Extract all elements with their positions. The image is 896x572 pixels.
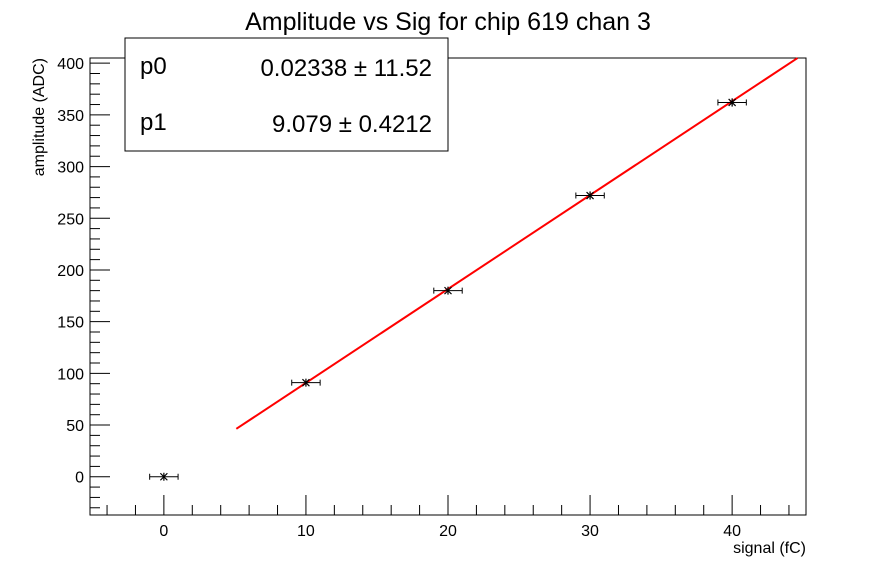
fit-layer xyxy=(235,57,799,430)
y-tick-label: 150 xyxy=(57,315,84,332)
y-tick-label: 350 xyxy=(57,108,84,125)
chart-title: Amplitude vs Sig for chip 619 chan 3 xyxy=(245,8,651,36)
data-points xyxy=(149,98,747,481)
y-tick-label: 300 xyxy=(57,160,84,177)
fit-line xyxy=(235,57,799,430)
y-axis: 0 50 100 150 200 250 300 350 400 xyxy=(57,56,110,509)
stats-box-frame xyxy=(124,37,449,152)
stats-p1-value: 9.079 ± 0.4212 xyxy=(272,111,432,138)
x-tick-label: 20 xyxy=(439,523,457,540)
y-tick-label: 250 xyxy=(57,211,84,228)
stats-p0-name: p0 xyxy=(140,53,167,80)
x-tick-label: 0 xyxy=(159,523,168,540)
fit-stats-box: p0 0.02338 ± 11.52 p1 9.079 ± 0.4212 xyxy=(124,37,449,152)
x-tick-label: 30 xyxy=(581,523,599,540)
y-tick-label: 200 xyxy=(57,263,84,280)
y-tick-label: 0 xyxy=(75,470,84,487)
stats-p0-value: 0.02338 ± 11.52 xyxy=(260,55,432,82)
data-point xyxy=(433,286,463,295)
y-tick-label: 100 xyxy=(57,366,84,383)
data-point xyxy=(575,191,605,200)
y-tick-label: 50 xyxy=(66,418,84,435)
data-point xyxy=(291,378,321,387)
x-tick-label: 40 xyxy=(723,523,741,540)
y-tick-label: 400 xyxy=(57,56,84,73)
y-axis-label: amplitude (ADC) xyxy=(31,58,48,176)
x-tick-label: 10 xyxy=(297,523,315,540)
x-axis-label: signal (fC) xyxy=(733,540,806,557)
x-axis: 0 10 20 30 40 xyxy=(106,495,790,540)
data-point xyxy=(717,98,747,107)
data-point xyxy=(149,472,179,481)
stats-p1-name: p1 xyxy=(140,109,167,136)
